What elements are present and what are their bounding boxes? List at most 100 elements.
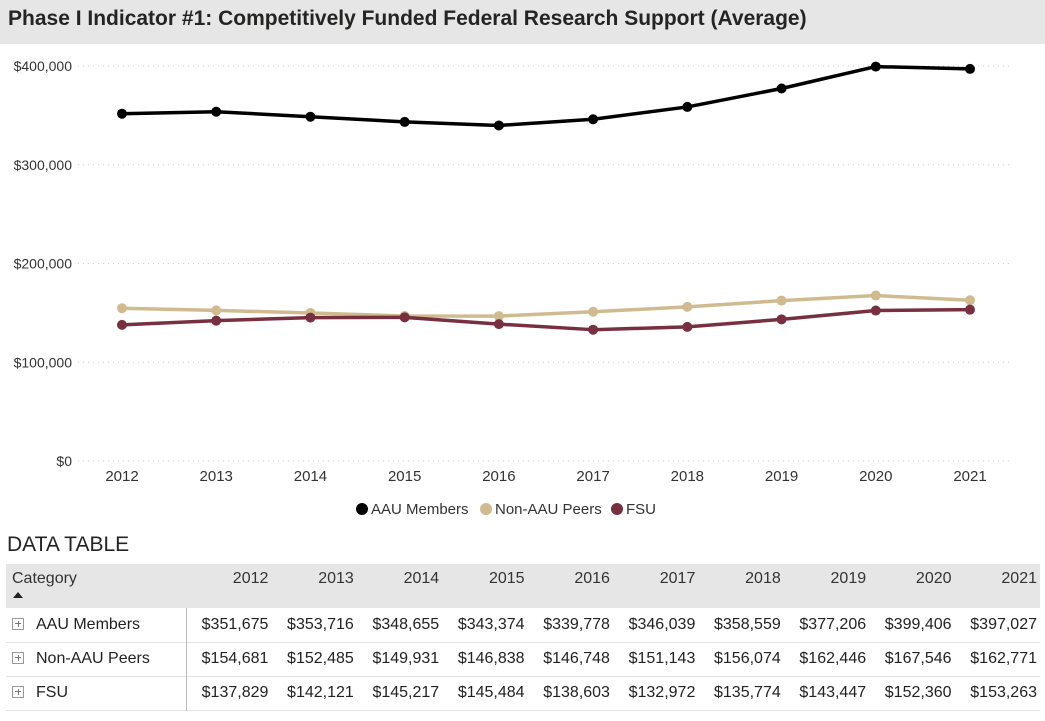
page-title: Phase I Indicator #1: Competitively Fund…: [8, 7, 807, 30]
value-cell: $149,931: [372, 650, 440, 667]
value-cell: $339,778: [543, 615, 610, 633]
y-tick-label: $300,000: [14, 157, 73, 173]
value-cell: $162,446: [799, 650, 867, 667]
category-column-header[interactable]: Category: [6, 564, 186, 608]
data-point: [588, 114, 599, 125]
x-tick-label: 2020: [859, 468, 892, 485]
x-tick-label: 2019: [765, 468, 798, 485]
value-cell: $353,716: [287, 615, 354, 633]
data-point: [493, 319, 504, 330]
x-tick-label: 2021: [953, 468, 986, 485]
data-point: [870, 305, 881, 316]
value-cell: $397,027: [970, 615, 1037, 633]
value-cell: $346,039: [628, 615, 696, 633]
value-cell: $145,217: [372, 684, 440, 701]
line-chart: $0$100,000$200,000$300,000$400,000 2012 2…: [14, 58, 1010, 518]
data-point: [870, 290, 881, 301]
legend-marker: [356, 503, 368, 515]
gridlines: [78, 65, 1010, 462]
x-tick-label: 2017: [576, 468, 609, 485]
year-column-header[interactable]: 2017: [659, 570, 696, 587]
expand-row-icon[interactable]: [12, 617, 24, 630]
data-point: [305, 312, 316, 323]
value-cell: $143,447: [799, 684, 867, 701]
series: [117, 61, 975, 335]
data-point: [776, 83, 787, 94]
data-point: [117, 108, 127, 119]
table-header-row: Category 2012 2013 2014 2015 2016 2017 2…: [6, 564, 1040, 608]
value-cell: $151,143: [628, 650, 696, 667]
sort-ascending-icon[interactable]: [13, 592, 23, 598]
value-cell: $132,972: [628, 684, 696, 701]
table-row: Non-AAU Peers $154,681 $152,485 $149,931 $14…: [6, 642, 1040, 676]
value-cell: $135,774: [714, 684, 781, 701]
data-point: [588, 306, 599, 317]
data-point: [399, 116, 410, 127]
table-row: FSU $137,829 $142,121 $145,217 $145,484 $138,…: [6, 676, 1040, 710]
legend-item[interactable]: AAU Members: [356, 501, 469, 518]
data-point: [965, 295, 975, 306]
value-cell: $145,484: [457, 684, 525, 701]
row-category-cell: FSU: [6, 676, 187, 710]
year-column-header[interactable]: 2019: [830, 570, 867, 587]
year-column-header[interactable]: 2015: [488, 570, 525, 587]
x-tick-label: 2018: [671, 468, 704, 485]
legend-marker: [611, 503, 623, 515]
data-point: [776, 295, 787, 306]
year-column-header[interactable]: 2020: [915, 570, 952, 587]
value-cell: $138,603: [543, 684, 610, 701]
data-point: [870, 61, 881, 72]
row-category-cell: AAU Members: [6, 608, 187, 642]
data-point: [211, 305, 222, 316]
value-cell: $162,771: [970, 650, 1037, 667]
data-point: [117, 303, 127, 314]
series-line: [120, 64, 972, 128]
year-column-header[interactable]: 2016: [574, 570, 610, 587]
row-category-label: AAU Members: [36, 615, 141, 633]
legend-item[interactable]: Non-AAU Peers: [480, 501, 602, 518]
row-category-label: FSU: [36, 684, 68, 701]
data-point: [493, 311, 504, 322]
data-point: [682, 321, 693, 332]
data-point: [305, 111, 316, 122]
value-cell: $348,655: [372, 615, 440, 633]
value-cell: $343,374: [457, 615, 525, 633]
expand-row-icon[interactable]: [12, 651, 24, 664]
year-column-header[interactable]: 2018: [745, 570, 781, 587]
value-cell: $167,546: [884, 650, 952, 667]
legend-marker: [480, 503, 492, 515]
y-axis: $0 $100,000 $200,000 $300,000 $400,000: [14, 58, 73, 469]
year-column-header[interactable]: 2021: [1001, 570, 1037, 587]
legend-label: FSU: [626, 501, 656, 518]
value-cell: $351,675: [201, 615, 269, 633]
value-cell: $377,206: [799, 615, 867, 633]
y-tick-label: $400,000: [14, 58, 73, 74]
year-column-header[interactable]: 2013: [318, 570, 354, 587]
x-tick-label: 2014: [294, 468, 327, 485]
data-point: [965, 63, 975, 74]
x-tick-label: 2016: [482, 468, 515, 485]
value-cell: $152,485: [287, 650, 354, 667]
data-point: [682, 301, 693, 312]
data-point: [965, 304, 975, 315]
data-point: [211, 106, 222, 117]
legend-label: Non-AAU Peers: [495, 501, 602, 518]
y-tick-label: $200,000: [14, 256, 73, 272]
data-point: [117, 319, 127, 330]
data-table-title: DATA TABLE: [7, 533, 130, 556]
data-point: [211, 315, 222, 326]
data-table: Category 2012 2013 2014 2015 2016 2017 2…: [6, 564, 1040, 711]
year-column-header[interactable]: 2014: [403, 570, 440, 587]
x-tick-label: 2015: [388, 468, 421, 485]
series-line: [120, 293, 972, 318]
legend[interactable]: AAU Members Non-AAU Peers FSU: [356, 501, 656, 518]
value-cell: $156,074: [714, 650, 781, 667]
series-line: [120, 307, 972, 332]
legend-item[interactable]: FSU: [611, 501, 656, 518]
title-bar: Phase I Indicator #1: Competitively Fund…: [0, 0, 1045, 44]
year-column-header[interactable]: 2012: [232, 570, 269, 587]
data-point: [682, 101, 693, 112]
expand-row-icon[interactable]: [12, 685, 24, 698]
row-category-label: Non-AAU Peers: [36, 650, 150, 667]
value-cell: $137,829: [201, 684, 269, 701]
